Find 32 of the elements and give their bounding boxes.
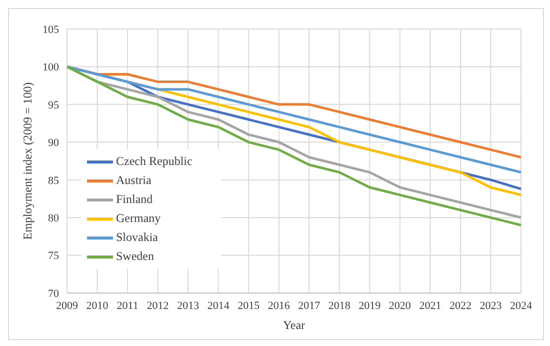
x-tick-label: 2019 <box>358 300 382 312</box>
x-tick-label: 2017 <box>298 300 321 312</box>
legend-label: Germany <box>116 211 161 226</box>
legend-label: Czech Republic <box>116 154 192 169</box>
legend-label: Slovakia <box>116 230 158 245</box>
x-tick-label: 2010 <box>86 300 109 312</box>
x-axis-title: Year <box>282 318 306 332</box>
x-tick-label: 2011 <box>116 300 138 312</box>
legend-label: Sweden <box>116 249 154 264</box>
x-tick-label: 2023 <box>480 300 502 312</box>
y-tick-label: 90 <box>48 137 60 150</box>
x-tick-label: 2024 <box>510 300 532 312</box>
x-tick-label: 2014 <box>207 300 230 312</box>
y-axis-title: Employment index (2009 = 100) <box>20 82 34 240</box>
y-tick-label: 85 <box>48 174 60 187</box>
x-tick-label: 2022 <box>449 300 472 312</box>
y-tick-label: 95 <box>48 99 60 112</box>
y-tick-label: 80 <box>48 212 60 224</box>
y-tick-label: 75 <box>48 250 60 262</box>
legend-label: Finland <box>116 192 153 207</box>
y-tick-label: 105 <box>42 24 60 36</box>
y-tick-label: 70 <box>48 288 60 300</box>
legend-label: Austria <box>116 173 152 188</box>
x-tick-label: 2015 <box>238 300 260 312</box>
x-tick-label: 2013 <box>177 300 200 312</box>
x-tick-label: 2016 <box>268 300 290 312</box>
x-tick-label: 2012 <box>146 300 169 312</box>
x-tick-label: 2018 <box>328 300 351 312</box>
y-tick-label: 100 <box>42 62 60 74</box>
x-tick-label: 2021 <box>419 300 442 312</box>
x-tick-label: 2020 <box>388 300 412 312</box>
x-tick-label: 2009 <box>56 300 78 312</box>
